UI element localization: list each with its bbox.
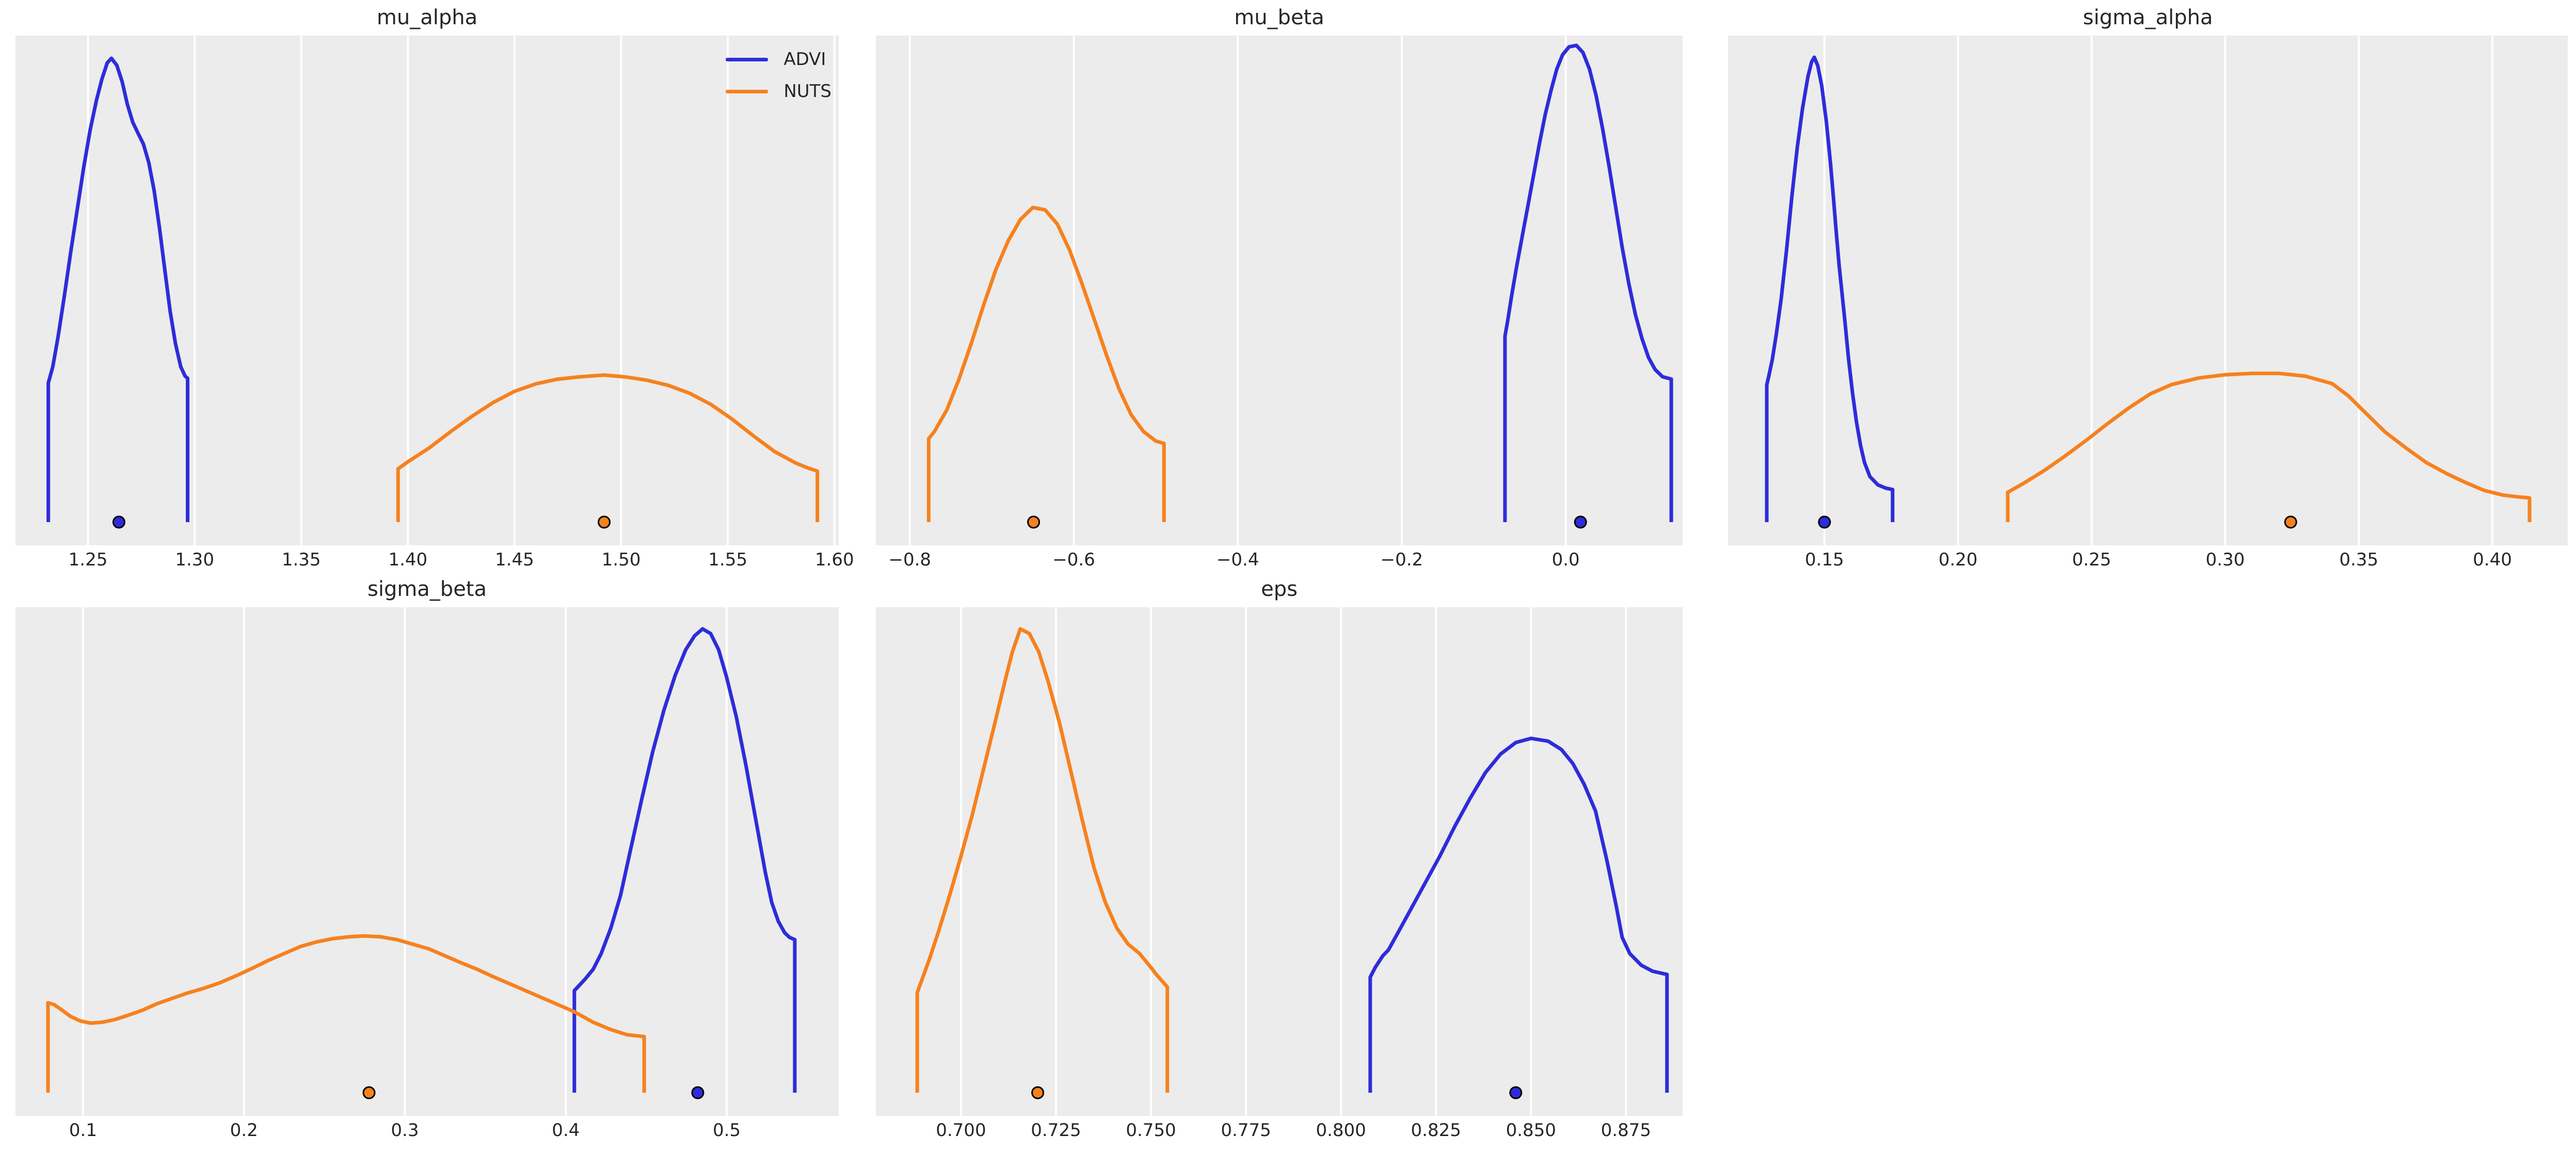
plot-panel-sigma_alpha — [1728, 36, 2568, 545]
density-curve-nuts-mu_beta — [926, 205, 1166, 522]
x-tick-label: 0.4 — [552, 1120, 580, 1141]
x-tick-label: 0.30 — [2205, 549, 2245, 570]
point-estimate-nuts-sigma_alpha — [2284, 515, 2297, 529]
legend: ADVI NUTS — [726, 49, 831, 102]
point-estimate-advi-sigma_alpha — [1818, 515, 1831, 529]
x-tick-label: 0.40 — [2473, 549, 2512, 570]
density-curve-nuts-sigma_alpha — [2006, 371, 2532, 522]
plot-panel-mu_beta — [876, 36, 1683, 545]
density-curve-advi-mu_alpha — [46, 56, 189, 522]
x-tick-label: 0.1 — [69, 1120, 97, 1141]
x-tick-label: 0.5 — [712, 1120, 741, 1141]
density-curve-advi-sigma_alpha — [1765, 55, 1895, 522]
x-tick-label: 0.35 — [2339, 549, 2379, 570]
legend-line-advi-icon — [726, 57, 769, 61]
density-curve-nuts-sigma_beta — [46, 934, 646, 1093]
plot-panel-mu_alpha: ADVI NUTS — [15, 36, 839, 545]
point-estimate-advi-mu_alpha — [112, 515, 125, 529]
x-tick-label: 1.55 — [708, 549, 747, 570]
x-tick-label: 0.3 — [391, 1120, 419, 1141]
density-curve-advi-eps — [1368, 736, 1669, 1093]
plot-panel-eps — [876, 607, 1683, 1116]
subplot-title-sigma_alpha: sigma_alpha — [2083, 6, 2213, 29]
x-tick-label: −0.2 — [1380, 549, 1423, 570]
plot-panel-sigma_beta — [15, 607, 839, 1116]
point-estimate-nuts-mu_alpha — [598, 515, 611, 529]
x-tick-label: 1.60 — [814, 549, 854, 570]
x-tick-label: 1.35 — [281, 549, 321, 570]
x-tick-label: 1.45 — [495, 549, 534, 570]
x-tick-label: 0.700 — [936, 1120, 986, 1141]
point-estimate-advi-eps — [1509, 1086, 1523, 1099]
x-tick-label: 0.875 — [1601, 1120, 1651, 1141]
x-tick-label: 0.775 — [1221, 1120, 1271, 1141]
x-tick-label: −0.8 — [888, 549, 932, 570]
x-tick-label: 1.50 — [601, 549, 641, 570]
x-tick-label: 0.20 — [1938, 549, 1978, 570]
legend-row-advi: ADVI — [726, 49, 831, 70]
point-estimate-nuts-sigma_beta — [362, 1086, 376, 1099]
density-curve-nuts-eps — [915, 627, 1170, 1093]
x-tick-label: 0.0 — [1551, 549, 1580, 570]
subplot-title-mu_beta: mu_beta — [1234, 6, 1324, 29]
legend-line-nuts-icon — [726, 89, 769, 93]
x-tick-label: 0.725 — [1031, 1120, 1081, 1141]
x-tick-label: 1.25 — [68, 549, 108, 570]
legend-label-advi: ADVI — [783, 49, 826, 70]
x-tick-label: 0.750 — [1126, 1120, 1176, 1141]
x-tick-label: −0.4 — [1216, 549, 1259, 570]
x-tick-label: 1.40 — [388, 549, 428, 570]
subplot-title-mu_alpha: mu_alpha — [376, 6, 478, 29]
density-curve-advi-mu_beta — [1503, 43, 1673, 522]
density-curve-advi-sigma_beta — [572, 627, 797, 1093]
x-tick-label: 0.800 — [1316, 1120, 1366, 1141]
x-tick-label: 0.825 — [1411, 1120, 1461, 1141]
x-tick-label: −0.6 — [1052, 549, 1095, 570]
x-tick-label: 1.30 — [175, 549, 214, 570]
density-curve-nuts-mu_alpha — [396, 373, 820, 522]
point-estimate-advi-mu_beta — [1574, 515, 1587, 529]
x-tick-label: 0.25 — [2072, 549, 2111, 570]
point-estimate-nuts-eps — [1031, 1086, 1045, 1099]
x-tick-label: 0.2 — [230, 1120, 258, 1141]
point-estimate-advi-sigma_beta — [691, 1086, 705, 1099]
legend-label-nuts: NUTS — [783, 81, 831, 102]
legend-row-nuts: NUTS — [726, 81, 831, 102]
x-tick-label: 0.15 — [1805, 549, 1844, 570]
subplot-title-eps: eps — [1261, 577, 1298, 601]
x-tick-label: 0.850 — [1506, 1120, 1556, 1141]
point-estimate-nuts-mu_beta — [1027, 515, 1041, 529]
subplot-title-sigma_beta: sigma_beta — [367, 577, 487, 601]
